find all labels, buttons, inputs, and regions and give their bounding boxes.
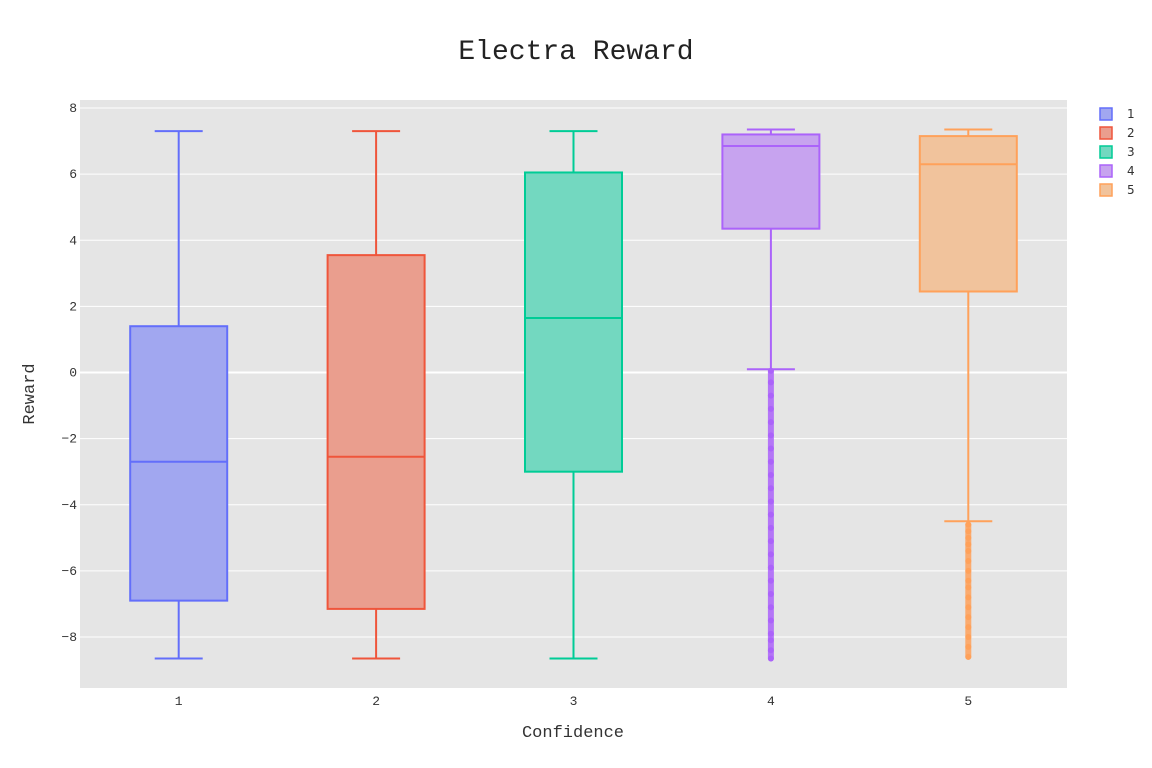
outlier-point [965,594,972,601]
outlier-point [767,591,774,598]
outlier-point [965,528,972,535]
outlier-point [767,564,774,571]
y-tick-label: 0 [69,366,77,381]
box-iqr [524,171,623,473]
box-series-5 [918,128,1018,660]
outlier-point [965,548,972,555]
outlier-point [965,604,972,611]
outlier-point [965,643,972,650]
y-tick-label: −4 [61,498,77,513]
box-series-4 [721,128,821,662]
outlier-point [767,604,774,611]
y-tick-label: 6 [69,167,77,182]
outlier-point [767,524,774,531]
legend-item-3[interactable]: 3 [1099,145,1135,159]
legend-swatch [1099,183,1113,197]
outlier-point [767,445,774,452]
legend-label: 3 [1127,145,1135,159]
outlier-point [965,521,972,528]
outlier-point [767,617,774,624]
outlier-point [965,584,972,591]
outlier-point [767,647,774,654]
legend-label: 2 [1127,126,1135,140]
y-tick-label: 8 [69,101,77,116]
outlier-point [767,637,774,644]
outlier-point [767,511,774,518]
outlier-point [965,541,972,548]
legend-label: 4 [1127,164,1135,178]
box-series-1 [129,130,229,660]
y-axis-ticks: 8 6 4 2 0 −2 −4 −6 −8 [61,101,77,645]
outlier-point [965,567,972,574]
x-tick-label: 5 [964,694,972,709]
legend-label: 1 [1127,107,1135,121]
outlier-point [767,367,774,374]
y-axis-title: Reward [21,363,40,424]
legend-item-1[interactable]: 1 [1099,107,1135,121]
box-iqr [721,133,821,230]
x-axis-ticks: 1 2 3 4 5 [175,694,972,709]
x-tick-label: 3 [570,694,578,709]
box-iqr [326,254,426,610]
x-tick-label: 1 [175,694,183,709]
outlier-point [767,419,774,426]
outlier-point [767,551,774,558]
outlier-point [965,577,972,584]
outlier-point [767,630,774,637]
legend-item-4[interactable]: 4 [1099,164,1135,178]
y-tick-label: −8 [61,630,77,645]
outlier-point [767,392,774,399]
box-iqr [918,135,1018,293]
box-series-2 [326,130,426,660]
y-tick-label: −6 [61,564,77,579]
box-iqr [129,325,229,602]
x-tick-label: 2 [372,694,380,709]
outlier-point [965,534,972,541]
legend-label: 5 [1127,183,1135,197]
legend-swatch [1099,164,1113,178]
outlier-point [767,485,774,492]
outlier-point [965,624,972,631]
outlier-point [767,379,774,386]
outlier-point [767,498,774,505]
outlier-point [767,471,774,478]
boxes-layer [129,128,1018,662]
chart-title: Electra Reward [458,37,693,68]
y-tick-label: −2 [61,432,77,447]
y-tick-label: 2 [69,299,77,314]
legend-item-5[interactable]: 5 [1099,183,1135,197]
legend-swatch [1099,107,1113,121]
legend[interactable]: 1 2 3 4 5 [1099,107,1135,197]
outlier-point [767,655,774,662]
legend-swatch [1099,145,1113,159]
outlier-point [767,458,774,465]
outlier-point [767,538,774,545]
outlier-point [965,634,972,640]
outlier-point [965,653,972,660]
legend-item-2[interactable]: 2 [1099,126,1135,140]
outlier-point [965,557,972,564]
outlier-point [767,405,774,412]
x-axis-title: Confidence [522,724,624,743]
legend-swatch [1099,126,1113,140]
box-series-3 [524,130,623,660]
outlier-point [767,577,774,584]
outlier-point [965,614,972,621]
y-tick-label: 4 [69,233,77,248]
outlier-point [767,432,774,439]
x-tick-label: 4 [767,694,775,709]
